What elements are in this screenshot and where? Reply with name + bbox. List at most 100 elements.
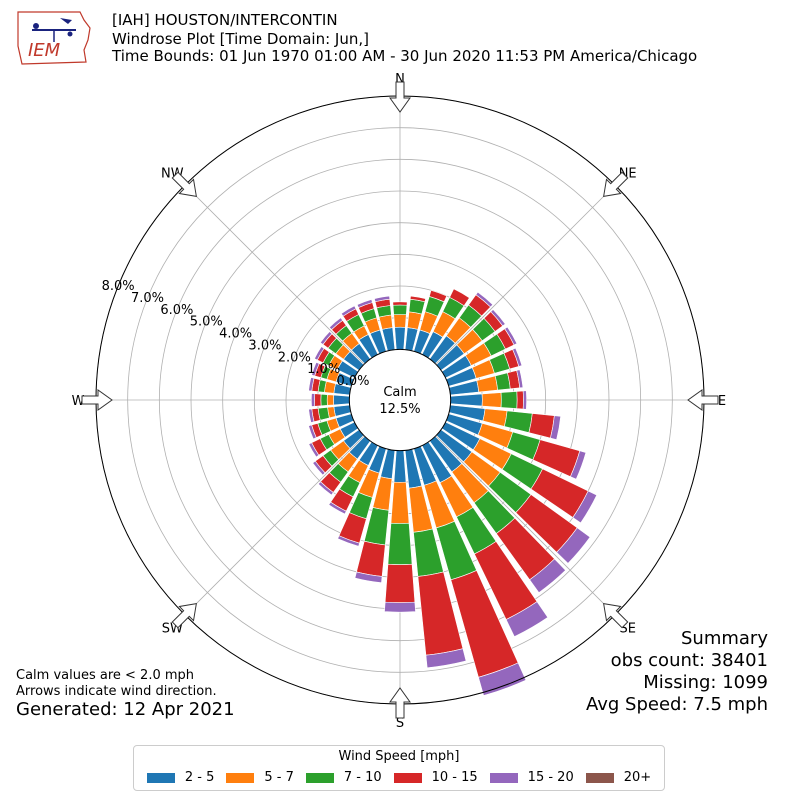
windrose-bar-segment [476,375,498,393]
wind-arrow-shape [171,171,197,197]
windrose-bar-segment [393,450,407,483]
calm-value: 12.5% [379,402,420,417]
windrose-bar-segment [482,408,508,427]
windrose-bar-segment [550,415,562,440]
windrose-bar-segment [374,295,391,303]
windrose-bar-segment [393,314,407,328]
windrose-bar-segment [308,408,315,423]
windrose-bar-segment [570,450,587,480]
wind-arrow-shape [389,81,411,113]
legend-item: 20+ [585,770,651,785]
windrose-bar-segment [384,563,416,603]
legend-swatch [585,772,614,783]
windrose-bar-segment [328,501,347,515]
chart-title-plot: Windrose Plot [Time Domain: Jun,] [112,30,369,48]
summary-title: Summary [681,628,768,649]
grid-spoke [435,435,616,616]
windrose-bar-segment [504,410,533,433]
windrose-bar-segment [392,301,408,306]
windrose-bar-segment [311,393,316,407]
compass-label-e: E [718,394,726,409]
summary-missing: Missing: 1099 [643,672,768,693]
wind-arrow-icon [603,171,629,197]
legend-swatch [393,772,422,783]
windrose-bar-segment [326,394,335,406]
windrose-bar-segment [394,326,406,350]
calm-note: Calm values are < 2.0 mph [16,668,195,683]
chart-title-station: [IAH] HOUSTON/INTERCONTIN [112,11,338,29]
grid-spoke [435,184,616,365]
windrose-bar-segment [337,535,360,547]
radial-tick-label: 6.0% [160,303,193,318]
legend-item: 15 - 20 [489,770,574,785]
windrose-bar-segment [500,391,518,409]
windrose-bar-segment [308,377,315,392]
windrose-bar-segment [528,413,555,439]
wind-arrow-shape [81,389,113,411]
compass-label-w: W [72,394,85,409]
radial-tick-label: 8.0% [102,279,135,294]
legend-item: 10 - 15 [393,770,478,785]
legend-swatch [226,772,255,783]
windrose-bar-segment [516,369,524,389]
windrose-bar-segment [354,571,383,584]
windrose-bar-segment [328,317,343,331]
svg-text:IEM: IEM [28,40,61,61]
radial-tick-label: 5.0% [190,315,223,330]
windrose-bar-segment [409,295,426,303]
windrose-bar-segment [425,648,467,669]
wind-arrow-icon [603,603,629,629]
windrose-bar-segment [450,393,483,407]
windrose-bar-segment [522,390,527,410]
chart-title-bounds: Time Bounds: 01 Jun 1970 01:00 AM - 30 J… [112,47,698,65]
wind-arrow-icon [687,389,719,411]
windrose-bar-segment [356,299,373,308]
windrose-bars [308,288,598,696]
wind-arrow-shape [687,389,719,411]
calm-circle [348,348,452,452]
wind-arrow-icon [389,81,411,113]
legend-item: 5 - 7 [226,770,294,785]
radial-tick-label: 1.0% [307,362,340,377]
wind-arrow-shape [389,687,411,719]
windrose-bar-segment [387,522,413,565]
compass-label-n: N [395,72,405,87]
legend-swatch [146,772,175,783]
radial-tick-label: 0.0% [337,374,370,389]
wind-arrow-icon [171,171,197,197]
windrose-bar-segment [356,540,386,577]
wind-arrow-icon [389,687,411,719]
radial-tick-label: 4.0% [219,327,252,342]
wind-arrow-shape [171,603,197,629]
windrose-bar-segment [505,601,549,638]
legend-swatch [305,772,334,783]
grid-spoke [184,184,365,365]
summary-avg-speed: Avg Speed: 7.5 mph [586,694,768,715]
windrose-bar-segment [320,393,328,407]
windrose-bar-segment [449,288,470,307]
legend-title: Wind Speed [mph] [338,749,460,764]
radial-tick-label: 3.0% [248,338,281,353]
windrose-bar-segment [314,346,325,361]
summary-box: Summary obs count: 38401 Missing: 1099 A… [586,628,768,716]
windrose-bar-segment [529,558,567,594]
windrose-bar-segment [481,392,502,408]
windrose-bar-segment [308,442,320,458]
windrose-bar-segment [572,490,598,524]
windrose-bar-segment [378,314,393,330]
windrose-bar-segment [556,527,591,564]
wind-arrow-shape [603,171,629,197]
windrose-bar-segment [390,481,410,524]
windrose-bar-segment [314,393,322,407]
wind-arrow-shape [603,603,629,629]
legend-item: 7 - 10 [305,770,382,785]
radial-tick-label: 2.0% [278,350,311,365]
windrose-bar-segment [317,481,334,496]
wind-arrow-icon [81,389,113,411]
calm-label: Calm [383,385,416,400]
radial-tick-label: 7.0% [131,291,164,306]
windrose-bar-segment [311,361,320,377]
windrose-bar-segment [333,394,350,406]
windrose-bar-segment [340,305,357,317]
